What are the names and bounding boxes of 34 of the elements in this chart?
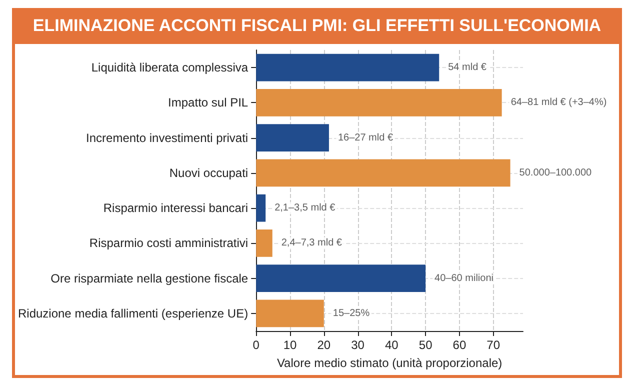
y-tick-label: Impatto sul PIL <box>168 96 248 110</box>
bar <box>256 159 510 187</box>
bar <box>256 54 440 82</box>
x-tick-label: 20 <box>317 338 331 352</box>
x-axis-title: Valore medio stimato (unità proporzionale) <box>276 356 502 370</box>
annotation: 16–27 mld € <box>338 132 394 144</box>
y-tick-label: Risparmio interessi bancari <box>103 201 248 216</box>
bar <box>256 264 426 292</box>
annotation: 54 mld € <box>448 62 487 74</box>
annotation: 64–81 mld € (+3–4%) <box>510 97 607 108</box>
bar <box>256 124 329 152</box>
x-tick-label: 50 <box>418 338 433 352</box>
y-tick-label: Ore risparmiate nella gestione fiscale <box>50 271 248 286</box>
x-tick-label: 30 <box>351 338 365 352</box>
y-tick-label: Liquidità liberata complessiva <box>91 60 248 75</box>
annotation: 15–25% <box>332 308 370 319</box>
x-tick-label: 0 <box>252 338 260 352</box>
bar <box>256 88 502 116</box>
chart-title: ELIMINAZIONE ACCONTI FISCALI PMI: GLI EFFETTI SULL'ECONOMIA <box>12 8 622 44</box>
y-tick-label: Nuovi occupati <box>169 166 248 180</box>
x-tick-label: 70 <box>486 338 500 352</box>
x-tick-label: 40 <box>384 338 399 352</box>
annotation: 2,4–7,3 mld € <box>281 238 342 249</box>
x-tick-label: 10 <box>283 338 297 352</box>
annotation: 2,1–3,5 mld € <box>274 202 336 214</box>
x-tick-label: 60 <box>452 338 466 352</box>
annotation: 40–60 milioni <box>434 272 494 284</box>
y-tick-label: Risparmio costi amministrativi <box>89 236 248 250</box>
y-tick-label: Riduzione media fallimenti (esperienze UE) <box>18 306 248 320</box>
bar <box>256 229 272 257</box>
bar <box>256 194 266 222</box>
annotation: 50.000–100.000 <box>519 167 592 178</box>
y-tick-label: Incremento investimenti privati <box>86 130 248 145</box>
bar <box>256 300 324 328</box>
